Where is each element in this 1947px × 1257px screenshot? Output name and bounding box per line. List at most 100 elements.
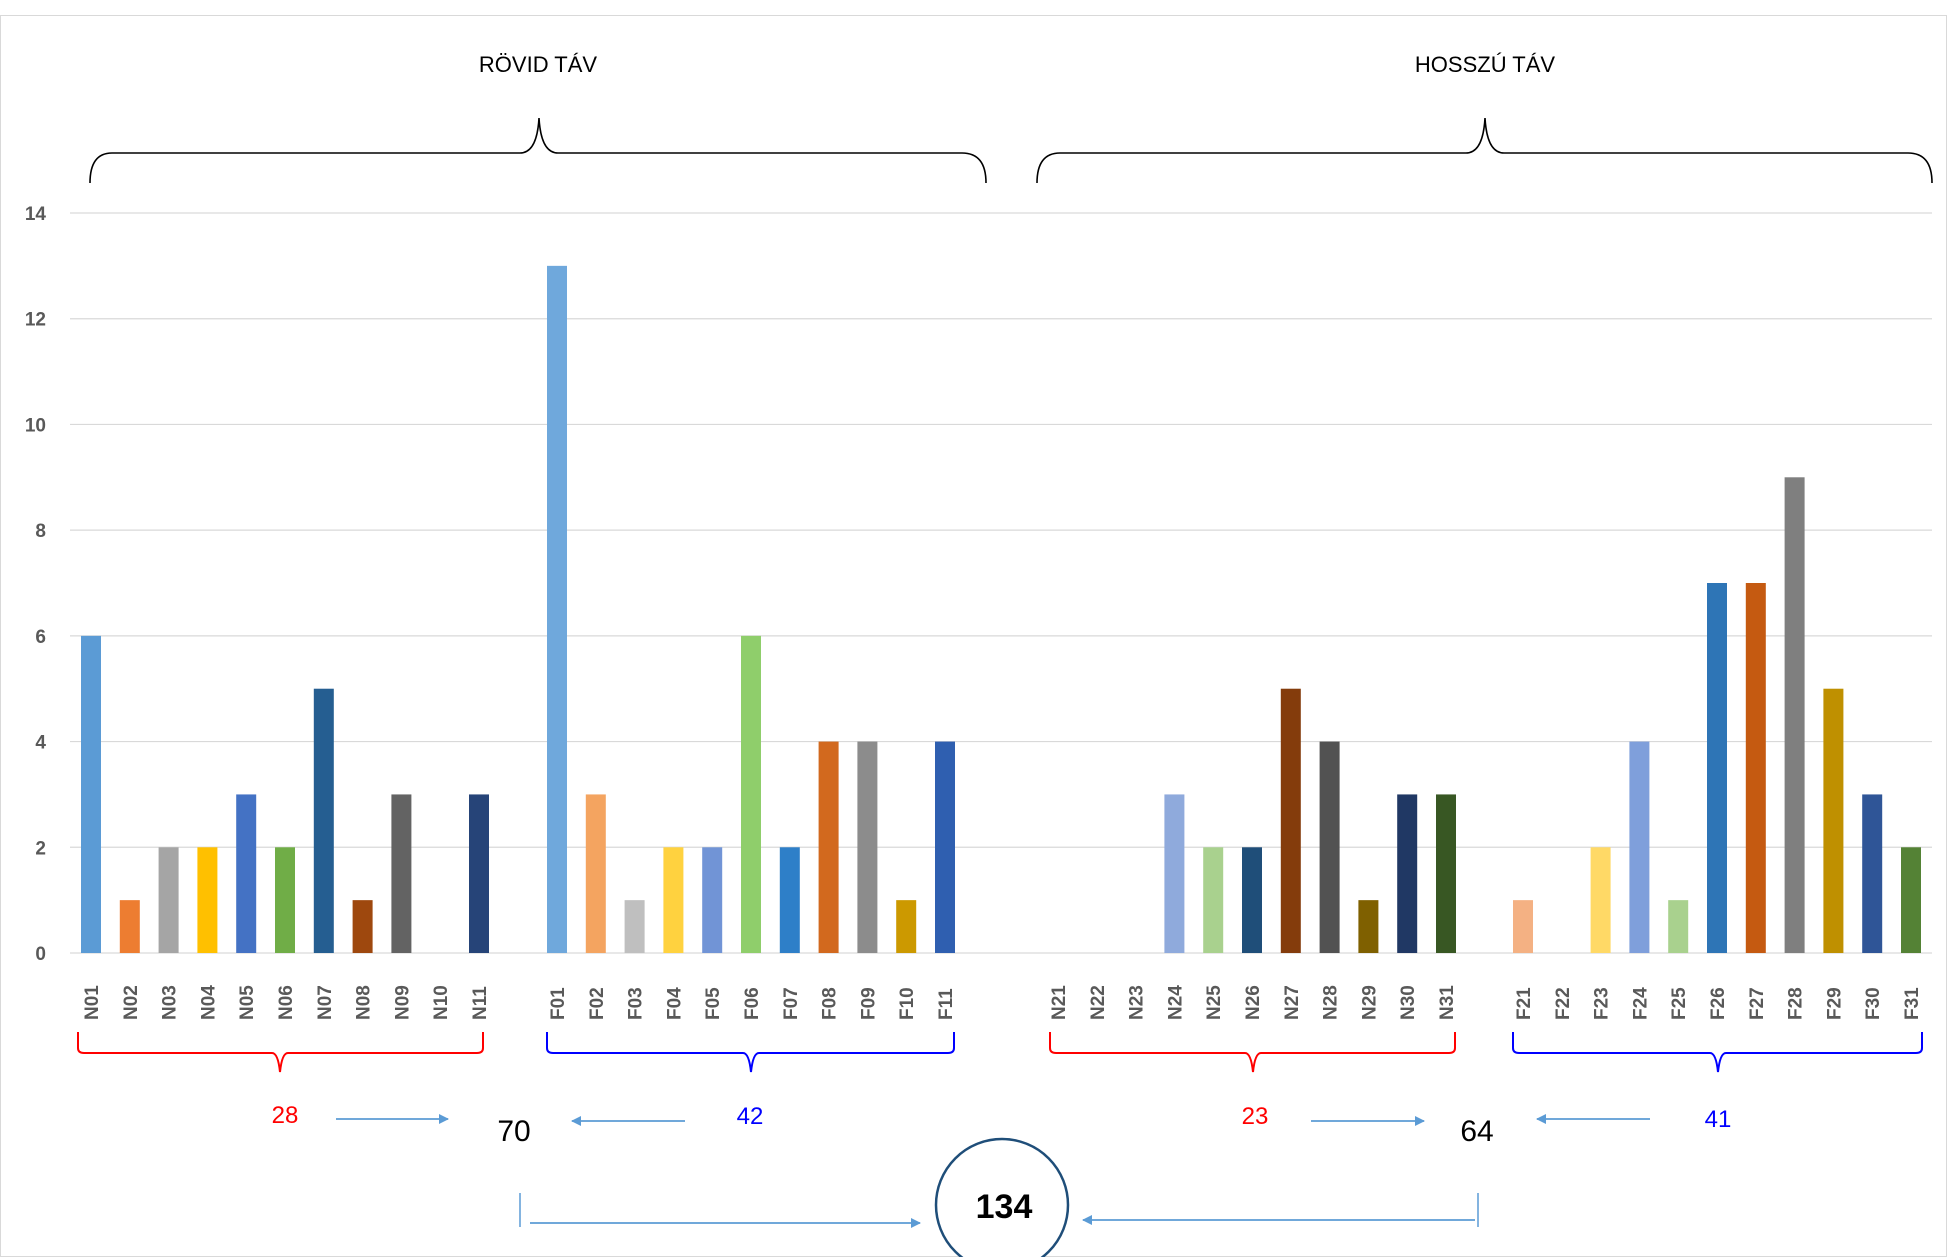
x-tick-label-F22: F22: [1553, 987, 1574, 1020]
y-tick-label: 2: [35, 838, 46, 859]
bar-F02: [585, 794, 606, 953]
bar-N01: [81, 635, 101, 953]
section-title-short: RÖVID TÁV: [479, 52, 598, 77]
x-tick-label-N01: N01: [82, 985, 103, 1020]
x-tick-label-N06: N06: [276, 985, 297, 1020]
x-tick-label-F11: F11: [936, 988, 957, 1020]
x-tick-label-N10: N10: [431, 985, 452, 1020]
bar-N08: [352, 900, 373, 953]
x-axis: N01 N02 N03 N04 N05 N06 N07 N08 N09 N10 N11 F01 F02 F…: [82, 985, 1923, 1020]
bar-F26: [1707, 583, 1727, 953]
bar-F09: [857, 741, 878, 953]
x-tick-label-N21: N21: [1049, 985, 1070, 1020]
x-tick-label-F29: F29: [1824, 987, 1845, 1020]
section-brace-long: [1036, 117, 1933, 184]
x-tick-label-F09: F09: [858, 987, 879, 1020]
group-total-F21-F31: 41: [1705, 1106, 1732, 1133]
y-tick-label: 14: [25, 204, 47, 225]
x-tick-label-F31: F31: [1902, 987, 1923, 1020]
bar-N27: [1280, 688, 1301, 953]
x-tick-label-N24: N24: [1165, 985, 1186, 1020]
bar-F21: [1513, 900, 1533, 953]
bar-F31: [1901, 847, 1921, 953]
group-brace-F21-F31: [1512, 1032, 1923, 1073]
section-brace-short: [89, 117, 987, 184]
x-tick-label-F21: F21: [1514, 987, 1535, 1020]
x-tick-label-N05: N05: [237, 985, 258, 1020]
gridlines: [70, 212, 1932, 954]
bar-F30: [1862, 794, 1883, 953]
group-brace-N01-N11: [77, 1032, 484, 1073]
x-tick-label-F03: F03: [626, 987, 647, 1020]
bar-F10: [896, 900, 917, 953]
bar-N29: [1358, 900, 1379, 953]
x-tick-label-F02: F02: [587, 987, 608, 1020]
bar-F24: [1629, 741, 1650, 953]
x-tick-label-F24: F24: [1630, 987, 1651, 1020]
bar-N30: [1397, 794, 1418, 953]
y-tick-label: 12: [25, 310, 46, 331]
x-tick-label-F26: F26: [1708, 987, 1729, 1020]
x-tick-label-F28: F28: [1786, 987, 1807, 1020]
y-tick-label: 0: [35, 944, 46, 965]
x-tick-label-N07: N07: [315, 985, 336, 1020]
x-tick-label-F07: F07: [781, 987, 802, 1020]
x-tick-label-N02: N02: [121, 985, 142, 1020]
group-total-N01-N11: 28: [272, 1102, 299, 1129]
x-tick-label-N26: N26: [1243, 985, 1264, 1020]
bar-F25: [1668, 900, 1689, 953]
bar-N31: [1436, 794, 1456, 953]
bar-F29: [1823, 688, 1844, 953]
bar-N25: [1203, 847, 1224, 953]
bar-F27: [1745, 583, 1766, 953]
group-total-N21-N31: 23: [1242, 1103, 1269, 1130]
section-total-short: 70: [497, 1115, 530, 1148]
bar-N24: [1164, 794, 1185, 953]
x-tick-label-F05: F05: [703, 987, 724, 1020]
bar-F04: [663, 847, 684, 953]
grand-total: 134: [976, 1188, 1033, 1226]
section-title-long: HOSSZÚ TÁV: [1415, 52, 1556, 77]
bar-N11: [469, 794, 489, 953]
x-tick-label-N04: N04: [198, 985, 219, 1020]
bar-F01: [547, 265, 567, 953]
section-total-long: 64: [1460, 1115, 1493, 1148]
x-tick-label-N23: N23: [1127, 985, 1148, 1020]
bar-F23: [1590, 847, 1611, 953]
x-tick-label-N31: N31: [1437, 985, 1458, 1020]
group-brace-F01-F11: [546, 1032, 955, 1073]
bar-N28: [1319, 741, 1340, 953]
bar-N07: [313, 688, 334, 953]
group-brace-N21-N31: [1049, 1032, 1456, 1073]
x-tick-label-N11: N11: [470, 986, 491, 1020]
bar-F06: [741, 635, 761, 953]
x-tick-label-F10: F10: [897, 987, 918, 1020]
x-tick-label-N30: N30: [1398, 985, 1419, 1020]
x-tick-label-N03: N03: [160, 985, 181, 1020]
bar-N02: [119, 900, 140, 953]
bar-F03: [624, 900, 645, 953]
bar-N03: [158, 847, 179, 953]
x-tick-label-N22: N22: [1088, 985, 1109, 1020]
bar-F28: [1784, 477, 1805, 953]
x-tick-label-N25: N25: [1204, 985, 1225, 1020]
bar-F08: [818, 741, 839, 953]
y-axis: 0 2 4 6 8 10 12 14: [25, 204, 47, 965]
x-tick-label-N28: N28: [1321, 985, 1342, 1020]
x-tick-label-F25: F25: [1669, 987, 1690, 1020]
x-tick-label-F08: F08: [820, 987, 841, 1020]
bar-N04: [197, 847, 218, 953]
y-tick-label: 10: [25, 415, 46, 436]
bar-F05: [702, 847, 723, 953]
grand-total-circle: [934, 1137, 1070, 1257]
y-tick-label: 6: [35, 627, 46, 648]
bar-N06: [275, 847, 295, 953]
x-tick-label-F01: F01: [548, 987, 569, 1020]
x-tick-label-N29: N29: [1359, 985, 1380, 1020]
x-tick-label-N08: N08: [354, 985, 375, 1020]
bar-N05: [236, 794, 257, 953]
x-tick-label-F23: F23: [1592, 987, 1613, 1020]
y-tick-label: 4: [35, 733, 46, 754]
y-tick-label: 8: [35, 521, 46, 542]
